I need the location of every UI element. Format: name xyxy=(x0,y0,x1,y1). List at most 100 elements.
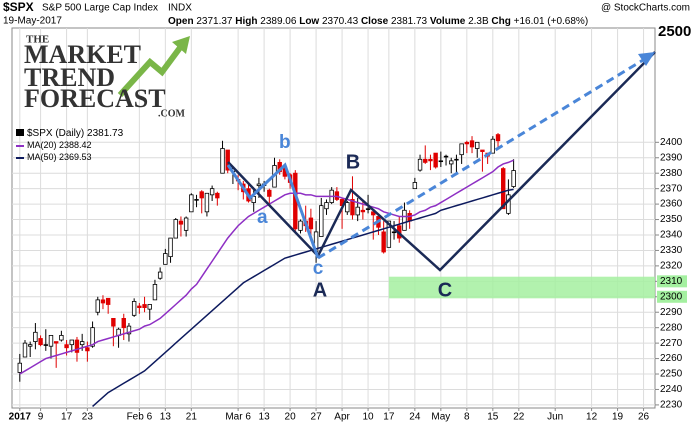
pattern-line xyxy=(227,51,656,272)
legend-name: MA(50) xyxy=(27,152,57,162)
candle-body xyxy=(90,327,95,347)
candle-body xyxy=(480,149,485,152)
legend-label: $SPX (Daily) 2381.73 xyxy=(27,128,124,139)
candle-body xyxy=(79,341,85,346)
candle-body xyxy=(121,318,126,329)
y-tick-label: 2320 xyxy=(660,261,683,272)
x-tick-label: 17 xyxy=(383,412,395,423)
candle-body xyxy=(345,202,350,213)
y-tick-label: 2310 xyxy=(660,276,683,287)
candle-body xyxy=(433,152,438,168)
candle-body xyxy=(189,194,194,213)
candle-body xyxy=(428,158,433,162)
candle-body xyxy=(459,143,464,156)
candle-body xyxy=(152,284,158,301)
date: 19-May-2017 xyxy=(3,16,62,27)
value: 2381.73 xyxy=(391,16,428,27)
y-tick-label: 2270 xyxy=(660,338,683,349)
annotation: A xyxy=(313,279,327,301)
exchange: INDX xyxy=(168,3,192,14)
x-tick-label: Feb 6 xyxy=(127,412,153,423)
candle-body xyxy=(350,199,355,216)
x-tick-label: 13 xyxy=(160,412,172,423)
annotation: 2500 xyxy=(658,23,691,40)
x-tick-label: Jun xyxy=(547,412,563,423)
y-tick-label: 2350 xyxy=(660,214,683,225)
y-tick-label: 2400 xyxy=(660,137,683,148)
logo-arrowhead xyxy=(172,36,190,54)
candle-body xyxy=(220,148,225,174)
y-tick-label: 2230 xyxy=(660,400,683,411)
x-tick-label: 9 xyxy=(38,412,44,423)
x-tick-label: 19 xyxy=(612,412,624,423)
value: 2370.43 xyxy=(322,16,359,27)
candle-body xyxy=(412,182,418,190)
candle-body xyxy=(69,339,74,346)
candle-body xyxy=(95,299,100,313)
label: Low xyxy=(299,16,319,27)
candle-body xyxy=(74,339,80,353)
legend-value: 2388.42 xyxy=(59,140,92,150)
candle-body xyxy=(85,347,90,352)
candle-body xyxy=(105,297,111,305)
candle-body xyxy=(64,344,69,349)
value: 2.3B xyxy=(468,16,489,27)
y-tick-label: 2390 xyxy=(660,152,683,163)
x-tick-label: 15 xyxy=(487,412,499,423)
pattern-drawing: a b c A B C 2500 xyxy=(226,23,691,301)
label: Chg xyxy=(491,16,510,27)
candle-body xyxy=(365,208,371,210)
candle-body xyxy=(173,219,178,239)
candle-body xyxy=(319,205,324,237)
value: +16.01 (+0.68%) xyxy=(514,16,589,27)
candle-body xyxy=(27,344,33,347)
target-zone xyxy=(388,276,655,299)
candle-body xyxy=(391,231,397,234)
candle-body xyxy=(334,191,340,200)
label: Open xyxy=(168,16,194,27)
candle-body xyxy=(308,217,314,230)
y-tick-label: 2360 xyxy=(660,199,683,210)
candle-body xyxy=(495,134,501,142)
candle-body xyxy=(215,192,220,199)
candle-body xyxy=(438,160,444,163)
candle-body xyxy=(126,325,132,335)
ohlc-header: Open 2371.37 High 2389.06 Low 2370.43 Cl… xyxy=(168,16,588,27)
candle-body xyxy=(168,237,173,258)
legend-label: MA(20) 2388.42 xyxy=(27,140,92,150)
label: Volume xyxy=(430,16,466,27)
y-tick-label: 2370 xyxy=(660,183,683,194)
candle-body xyxy=(360,209,366,213)
annotation: b xyxy=(279,132,291,153)
x-tick-label: 21 xyxy=(186,412,198,423)
candle-body xyxy=(100,299,106,304)
candle-body xyxy=(178,220,184,225)
candle-body xyxy=(131,301,137,316)
logo-text: FORECAST xyxy=(24,84,166,113)
candle-body xyxy=(194,199,199,201)
candle-body xyxy=(469,140,475,148)
logo: THE MARKET TREND FORECAST .COM xyxy=(24,34,190,119)
x-tick-label: 22 xyxy=(513,412,525,423)
y-tick-label: 2290 xyxy=(660,307,683,318)
candle-body xyxy=(137,305,142,308)
legend-name: MA(20) xyxy=(27,140,57,150)
y-tick-label: 2250 xyxy=(660,369,683,380)
y-tick-label: 2330 xyxy=(660,245,683,256)
candle-body xyxy=(111,318,116,327)
zone-layer xyxy=(388,276,655,299)
x-tick-label: 17 xyxy=(61,412,73,423)
candle-body xyxy=(464,141,470,145)
x-tick-label: Apr xyxy=(334,412,350,423)
candles xyxy=(17,133,516,382)
logo-text: MARKET xyxy=(24,40,141,69)
x-tick-label: 23 xyxy=(82,412,94,423)
symbol: $SPX xyxy=(3,0,34,14)
x-tick-label: 10 xyxy=(363,412,375,423)
y-tick-label: 2300 xyxy=(660,291,683,302)
candle-body xyxy=(443,155,449,158)
candle-body xyxy=(142,304,147,308)
candle-body xyxy=(423,158,428,163)
candle-body xyxy=(386,220,392,248)
